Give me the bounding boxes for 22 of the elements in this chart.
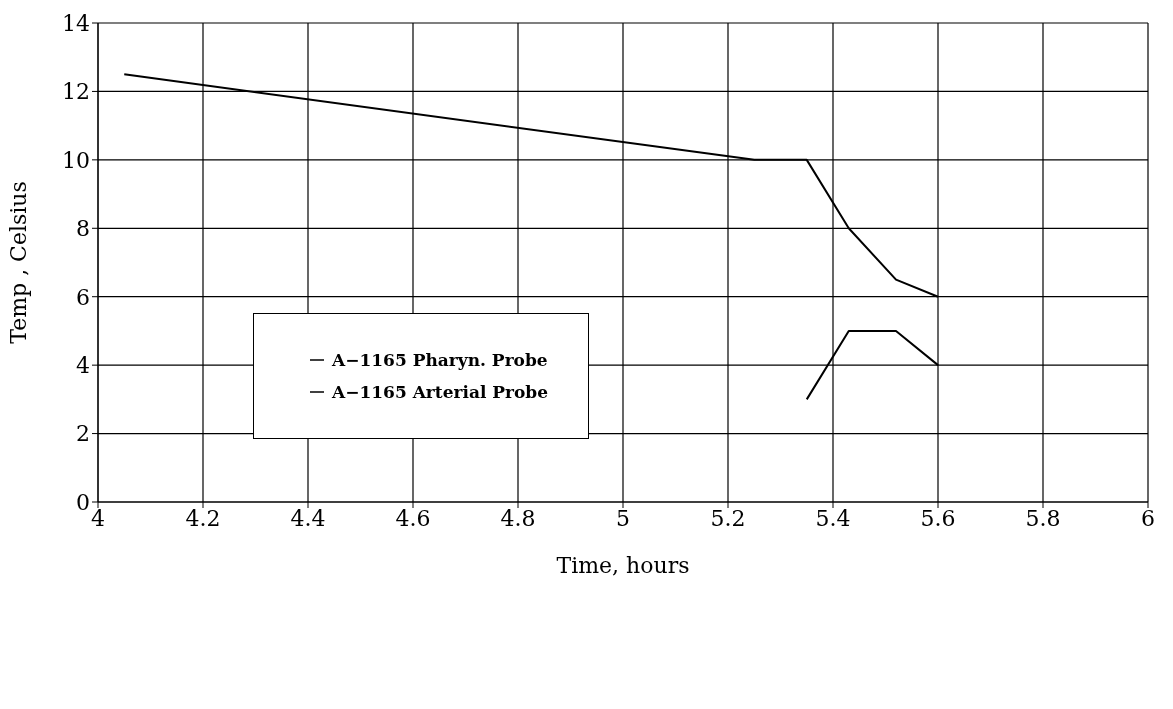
y-tick-label: 2: [76, 421, 90, 447]
x-tick-label: 4.2: [185, 505, 221, 531]
legend-label: A−1165 Pharyn. Probe: [332, 350, 548, 370]
y-axis-title: Temp , Celsius: [5, 181, 31, 344]
y-tick-label: 4: [76, 352, 90, 378]
y-tick-label: 0: [76, 489, 90, 515]
x-tick-label: 5.2: [710, 505, 746, 531]
x-tick-label: 5: [616, 505, 630, 531]
y-tick-label: 14: [62, 10, 90, 36]
y-tick-label: 12: [62, 79, 90, 105]
x-tick-label: 6: [1141, 505, 1155, 531]
x-tick-label: 5.8: [1025, 505, 1061, 531]
x-tick-label: 4.8: [500, 505, 536, 531]
x-tick-label: 5.6: [920, 505, 956, 531]
x-tick-label: 4.4: [290, 505, 326, 531]
y-tick-label: 8: [76, 216, 90, 242]
x-axis-title: Time, hours: [556, 552, 690, 578]
y-tick-label: 6: [76, 284, 90, 310]
y-tick-label: 10: [62, 147, 90, 173]
x-tick-label: 4.6: [395, 505, 431, 531]
legend-label: A−1165 Arterial Probe: [332, 382, 549, 402]
x-tick-label: 5.4: [815, 505, 851, 531]
